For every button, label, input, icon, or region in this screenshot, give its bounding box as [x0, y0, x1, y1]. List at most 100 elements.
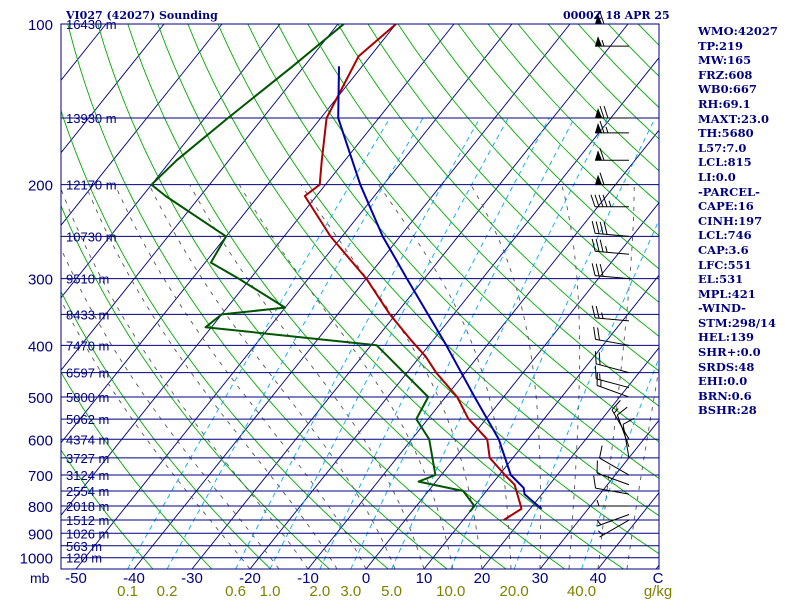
isotherm-line	[539, 419, 659, 569]
dry-adiabat-line	[307, 24, 659, 407]
mixing-ratio-label: 0.2	[157, 583, 178, 600]
wind-barb	[594, 366, 630, 389]
dry-adiabat-line	[61, 290, 271, 569]
height-label: 4374 m	[66, 432, 109, 447]
height-label: 3727 m	[66, 451, 109, 466]
pressure-tick-label: 500	[28, 390, 53, 407]
index-line: WB0:667	[698, 82, 757, 97]
height-label: 12170 m	[66, 178, 117, 193]
height-label: 1026 m	[66, 526, 109, 541]
wind-barb	[591, 220, 630, 237]
wind-barb	[591, 263, 630, 280]
index-line: TH:5680	[698, 126, 754, 141]
temperature-tick-label: -50	[65, 570, 87, 587]
index-line: HEL:139	[698, 330, 754, 345]
isotherm-line	[75, 24, 513, 569]
pressure-tick-label: 700	[28, 468, 53, 485]
height-label: 563 m	[66, 539, 102, 554]
wind-barb	[595, 148, 629, 161]
height-label: 10730 m	[66, 229, 117, 244]
dewpoint-profile	[150, 24, 476, 513]
mixing-ratio-label: 2.0	[309, 583, 330, 600]
dry-adiabat-line	[97, 24, 507, 569]
index-line: STM:298/14	[698, 315, 777, 330]
index-line: EHI:0.0	[698, 374, 748, 389]
isotherm-line	[481, 347, 659, 569]
dry-adiabat-line	[157, 24, 624, 569]
dry-adiabat-line	[187, 24, 659, 555]
dry-adiabat-line	[397, 24, 659, 303]
pressure-tick-label: 900	[28, 526, 53, 543]
dry-adiabat-line	[127, 24, 565, 569]
temperature-tick-label: 20	[474, 570, 491, 587]
isotherm-line	[133, 24, 571, 569]
pressure-tick-label: 300	[28, 272, 53, 289]
wind-barb	[595, 105, 629, 119]
pressure-tick-label: 200	[28, 178, 53, 195]
moist-adiabat-line	[378, 184, 512, 569]
temperature-tick-label: -20	[239, 570, 261, 587]
temperature-tick-label: 30	[532, 570, 549, 587]
index-line: MPL:421	[698, 286, 756, 301]
dry-adiabat-line	[61, 449, 154, 569]
pressure-tick-label: 800	[28, 499, 53, 516]
wind-barb	[591, 238, 630, 255]
moist-adiabat-line	[189, 184, 425, 569]
height-label: 13930 m	[66, 111, 117, 126]
moist-adiabat-line	[85, 184, 338, 569]
index-line: SRDS:48	[698, 359, 755, 374]
height-label: 5800 m	[66, 390, 109, 405]
index-line: BRN:0.6	[698, 388, 752, 403]
height-label: 5062 m	[66, 412, 109, 427]
mixing-ratio-line	[513, 219, 659, 569]
mixing-ratio-label: 10.0	[436, 583, 465, 600]
moist-adiabat-line	[561, 184, 581, 569]
isotherm-line	[249, 57, 659, 569]
height-label: 1512 m	[66, 513, 109, 528]
wind-barb	[595, 172, 629, 186]
wind-barb	[593, 326, 630, 346]
index-line: CAPE:16	[698, 199, 754, 214]
height-label: 16430 m	[66, 17, 117, 32]
pressure-tick-label: 600	[28, 432, 53, 449]
dry-adiabat-line	[337, 24, 659, 372]
valid-time: 0000Z 18 APR 25	[563, 9, 670, 22]
height-label: 7470 m	[66, 338, 109, 353]
isotherm-line	[61, 24, 223, 226]
moist-adiabat-line	[114, 184, 367, 569]
wind-barb	[616, 406, 630, 448]
mixing-ratio-label: 40.0	[567, 583, 596, 600]
temperature-tick-label: -30	[181, 570, 203, 587]
moist-adiabat-line	[61, 299, 251, 569]
height-label: 2554 m	[66, 484, 109, 499]
mixing-ratio-unit-label: g/kg	[644, 583, 672, 600]
dry-adiabat-line	[61, 371, 213, 569]
temperature-tick-label: 10	[416, 570, 433, 587]
isotherm-line	[61, 24, 397, 444]
mixing-ratio-label: 0.1	[117, 583, 138, 600]
wind-barb	[595, 120, 629, 134]
index-line: FRZ:608	[698, 67, 753, 82]
mixing-ratio-line	[391, 117, 608, 569]
wind-barb	[594, 351, 630, 374]
height-label: 2018 m	[66, 499, 109, 514]
index-line: -PARCEL-	[698, 184, 760, 199]
isotherm-line	[61, 24, 339, 371]
isotherm-line	[61, 24, 165, 154]
index-line: LCL:815	[698, 155, 752, 170]
dry-adiabat-line	[247, 24, 659, 479]
wind-barb	[596, 460, 630, 486]
mixing-ratio-label: 20.0	[500, 583, 529, 600]
index-line: MAXT:23.0	[698, 111, 769, 126]
moist-adiabat-line	[238, 184, 454, 569]
index-line: LFC:551	[698, 257, 752, 272]
wind-barb	[597, 519, 630, 538]
index-line: WMO:42027	[698, 24, 778, 38]
index-line: TP:219	[698, 38, 744, 53]
index-line: CAP:3.6	[698, 242, 749, 257]
moist-adiabat-line	[61, 187, 309, 569]
isotherm-line	[61, 24, 281, 299]
index-line: LCL:746	[698, 228, 752, 243]
pressure-unit-label: mb	[30, 570, 50, 586]
